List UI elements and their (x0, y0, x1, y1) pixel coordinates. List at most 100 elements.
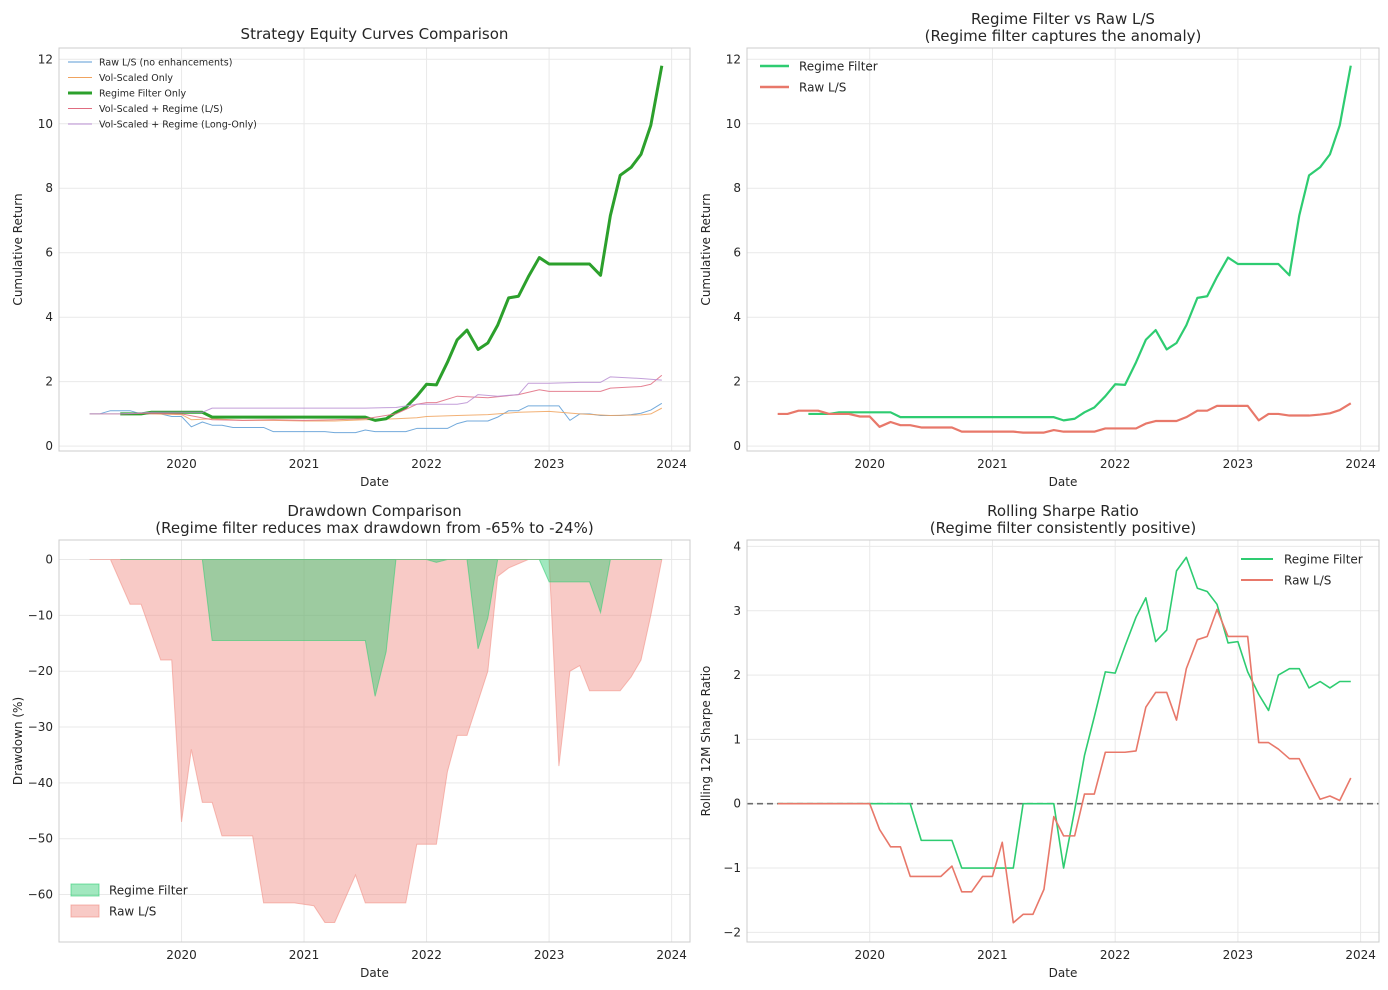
y-tick-label: −10 (28, 608, 53, 622)
y-tick-label: 2 (45, 375, 53, 389)
series-line-vol-scaled-regime-long-only- (89, 376, 662, 415)
series-line-raw-l-s-no-enhancements- (89, 402, 663, 434)
legend: Regime Filter Raw L/S (760, 60, 878, 95)
y-tick-label: 12 (726, 52, 741, 66)
y-tick-label: 0 (733, 797, 741, 811)
x-axis-label: Date (360, 475, 389, 489)
y-tick-label: 6 (45, 246, 53, 260)
legend-label: Raw L/S (1284, 574, 1331, 588)
area-regime-filter (120, 559, 662, 697)
legend-label: Regime Filter Only (99, 89, 186, 100)
chart-panel-3: 2020 2021 2022 2023 2024 0 −10 −20 −30 −40 −50 −60 D… (11, 502, 691, 980)
y-axis-label: Cumulative Return (11, 193, 25, 305)
y-tick-label: 8 (45, 181, 53, 195)
x-tick-label: 2020 (166, 948, 197, 962)
x-axis-label: Date (360, 966, 389, 980)
data-layer (89, 559, 663, 923)
y-tick-label: 1 (733, 732, 741, 746)
chart-title: Drawdown Comparison (287, 502, 461, 520)
y-tick-label: 4 (733, 539, 741, 553)
y-tick-label: −2 (723, 925, 741, 939)
y-tick-label: −20 (28, 664, 53, 678)
x-tick-label: 2021 (289, 457, 320, 471)
x-tick-label: 2022 (1100, 457, 1131, 471)
chart-subtitle: (Regime filter consistently positive) (930, 519, 1197, 537)
y-tick-label: −60 (28, 888, 53, 902)
x-axis-label: Date (1049, 475, 1078, 489)
chart-title: Rolling Sharpe Ratio (987, 502, 1139, 520)
legend: Raw L/S (no enhancements) Vol-Scaled Only… (68, 58, 257, 131)
x-tick-label: 2023 (1223, 948, 1254, 962)
legend-label: Raw L/S (no enhancements) (99, 58, 232, 69)
x-tick-label: 2020 (854, 457, 885, 471)
legend: Regime Filter Raw L/S (70, 883, 188, 919)
y-tick-label: −40 (28, 776, 53, 790)
legend-label: Raw L/S (109, 905, 156, 919)
y-tick-label: 10 (38, 117, 53, 131)
chart-title: Strategy Equity Curves Comparison (241, 25, 509, 43)
series-line-regime-filter (777, 556, 1351, 869)
y-tick-label: 4 (733, 310, 741, 324)
y-tick-label: 2 (733, 375, 741, 389)
y-tick-label: 6 (733, 246, 741, 260)
x-tick-label: 2020 (854, 948, 885, 962)
y-tick-label: 10 (726, 117, 741, 131)
chart-panel-1: 2020 2021 2022 2023 2024 0 2 4 6 8 10 12 Date Cumulat… (11, 25, 691, 489)
x-tick-label: 2023 (534, 457, 565, 471)
series-line-vol-scaled-only (89, 407, 663, 422)
legend-label: Vol-Scaled Only (99, 73, 173, 84)
y-tick-label: 12 (38, 52, 53, 66)
x-tick-label: 2024 (1345, 457, 1376, 471)
legend-label: Regime Filter (799, 60, 878, 74)
x-tick-label: 2024 (656, 457, 687, 471)
plot-frame (58, 47, 691, 452)
y-axis-label: Cumulative Return (699, 193, 713, 305)
legend-label: Vol-Scaled + Regime (Long-Only) (99, 120, 257, 131)
plot-area (747, 540, 1379, 942)
plot-area (747, 48, 1379, 451)
plot-frame (746, 539, 1380, 943)
chart-title: Regime Filter vs Raw L/S (971, 10, 1155, 28)
chart-subtitle: (Regime filter captures the anomaly) (925, 27, 1202, 45)
x-tick-label: 2023 (1223, 457, 1254, 471)
chart-subtitle: (Regime filter reduces max drawdown from… (155, 519, 593, 537)
legend-label: Vol-Scaled + Regime (L/S) (99, 104, 223, 115)
area-raw-l-s (89, 559, 663, 923)
y-tick-label: −1 (723, 861, 741, 875)
x-tick-label: 2021 (977, 948, 1008, 962)
x-tick-label: 2023 (534, 948, 565, 962)
x-tick-label: 2022 (1100, 948, 1131, 962)
series-line-vol-scaled-regime-l-s- (120, 374, 663, 421)
y-tick-label: 4 (45, 310, 53, 324)
x-tick-label: 2021 (289, 948, 320, 962)
plot-area (59, 540, 690, 942)
y-tick-label: 0 (45, 439, 53, 453)
y-axis-label: Drawdown (%) (11, 697, 25, 785)
legend: Regime Filter Raw L/S (1241, 553, 1363, 588)
y-tick-label: 0 (45, 553, 53, 567)
y-tick-label: 8 (733, 181, 741, 195)
plot-frame (746, 47, 1380, 452)
chart-panel-2: 2020 2021 2022 2023 2024 0 2 4 6 8 10 12 Date Cumulat… (699, 10, 1380, 489)
legend-label: Raw L/S (799, 81, 846, 95)
y-tick-label: 2 (733, 668, 741, 682)
x-tick-label: 2020 (166, 457, 197, 471)
series-line-regime-filter (808, 65, 1352, 422)
data-layer (89, 65, 664, 434)
legend-label: Regime Filter (109, 884, 188, 898)
plot-frame (58, 539, 691, 943)
x-tick-label: 2021 (977, 457, 1008, 471)
legend-swatch (70, 904, 100, 918)
x-tick-label: 2024 (656, 948, 687, 962)
x-tick-label: 2022 (411, 457, 442, 471)
y-tick-label: 3 (733, 604, 741, 618)
series-line-regime-filter-only (120, 65, 664, 422)
chart-panel-4: 2020 2021 2022 2023 2024 −2 −1 0 1 2 3 4 Date Rolling… (699, 502, 1380, 980)
series-line-raw-l-s (777, 402, 1352, 434)
plot-area (59, 48, 690, 451)
x-tick-label: 2022 (411, 948, 442, 962)
series-line-raw-l-s (777, 608, 1352, 924)
legend-label: Regime Filter (1284, 553, 1363, 567)
y-tick-label: −30 (28, 720, 53, 734)
